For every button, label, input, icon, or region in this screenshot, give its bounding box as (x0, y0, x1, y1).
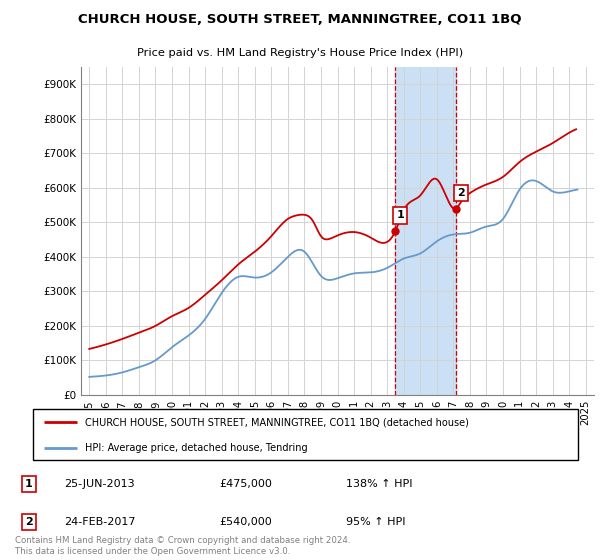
Text: 1: 1 (25, 479, 32, 489)
Text: £540,000: £540,000 (220, 517, 272, 527)
Bar (395, 67, 456, 395)
Text: CHURCH HOUSE, SOUTH STREET, MANNINGTREE, CO11 1BQ: CHURCH HOUSE, SOUTH STREET, MANNINGTREE,… (78, 13, 522, 26)
Text: 2: 2 (25, 517, 32, 527)
Text: Price paid vs. HM Land Registry's House Price Index (HPI): Price paid vs. HM Land Registry's House … (137, 48, 463, 58)
Text: 24-FEB-2017: 24-FEB-2017 (64, 517, 136, 527)
Text: 1: 1 (397, 211, 404, 221)
Text: 2: 2 (457, 188, 464, 198)
Text: 25-JUN-2013: 25-JUN-2013 (64, 479, 134, 489)
Text: £475,000: £475,000 (220, 479, 272, 489)
Text: Contains HM Land Registry data © Crown copyright and database right 2024.
This d: Contains HM Land Registry data © Crown c… (15, 536, 350, 556)
Text: 95% ↑ HPI: 95% ↑ HPI (346, 517, 406, 527)
Text: 138% ↑ HPI: 138% ↑ HPI (346, 479, 413, 489)
FancyBboxPatch shape (33, 409, 578, 460)
Text: CHURCH HOUSE, SOUTH STREET, MANNINGTREE, CO11 1BQ (detached house): CHURCH HOUSE, SOUTH STREET, MANNINGTREE,… (85, 418, 469, 427)
Text: HPI: Average price, detached house, Tendring: HPI: Average price, detached house, Tend… (85, 443, 308, 452)
